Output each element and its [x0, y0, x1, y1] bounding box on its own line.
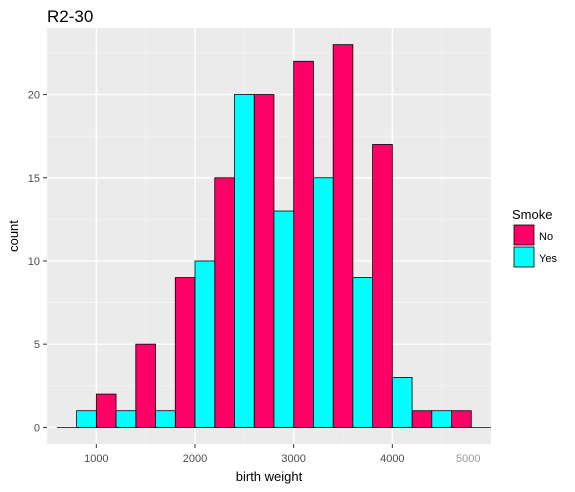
- bar-no: [214, 177, 235, 428]
- bar-yes: [391, 377, 413, 428]
- x-axis-title: birth weight: [236, 469, 303, 484]
- bar-yes: [352, 277, 374, 428]
- bar-no: [253, 94, 275, 428]
- y-axis-title: count: [6, 220, 21, 252]
- bar-no: [332, 44, 354, 428]
- bar-yes: [115, 410, 137, 428]
- bar-yes: [312, 177, 334, 428]
- legend-label-yes: Yes: [539, 253, 557, 265]
- x-tick-label: 1000: [84, 453, 108, 465]
- y-tick-label: 20: [28, 90, 40, 102]
- watermark-text: 5000: [456, 453, 480, 465]
- legend-title: Smoke: [512, 207, 552, 222]
- legend-key-no: [513, 224, 535, 246]
- y-tick-label: 15: [28, 173, 40, 185]
- bar-yes: [234, 94, 255, 428]
- bar-yes: [273, 210, 295, 428]
- y-tick-label: 10: [28, 256, 40, 268]
- histogram-bars: [76, 44, 472, 428]
- legend-key-yes: [513, 246, 535, 268]
- bar-no: [95, 393, 117, 428]
- bar-no: [293, 60, 314, 428]
- y-tick-label: 0: [34, 422, 40, 434]
- bar-no: [174, 277, 196, 428]
- x-tick-label: 2000: [183, 453, 207, 465]
- bar-no: [135, 343, 156, 428]
- bar-no: [372, 144, 393, 428]
- legend-label-no: No: [539, 231, 553, 243]
- y-tick-label: 5: [34, 339, 40, 351]
- y-axis-ticks: 0 5 10 15 20: [28, 90, 47, 434]
- legend: Smoke No Yes: [512, 207, 557, 268]
- x-tick-label: 4000: [380, 453, 404, 465]
- bar-yes: [431, 410, 452, 428]
- bar-no: [411, 410, 433, 428]
- bar-yes: [194, 260, 216, 428]
- chart-title: R2-30: [47, 7, 93, 26]
- bar-no: [451, 410, 472, 428]
- bar-yes: [76, 410, 97, 428]
- x-axis-ticks: 1000 2000 3000 4000: [84, 444, 405, 465]
- bar-yes: [155, 410, 176, 428]
- x-tick-label: 3000: [281, 453, 305, 465]
